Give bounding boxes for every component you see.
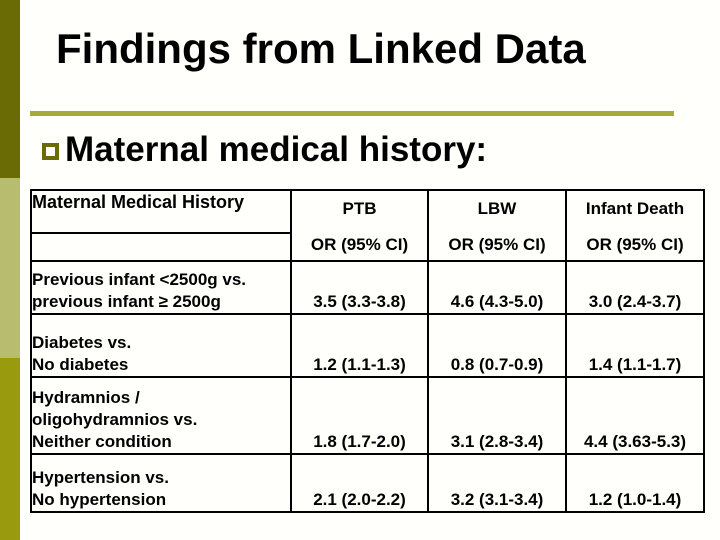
header-lbw-subheader: OR (95% CI) <box>448 235 546 254</box>
row-label-hydramnios: Hydramnios / oligohydramnios vs. Neither… <box>30 376 292 455</box>
value-ptb: 2.1 (2.0-2.2) <box>290 453 429 513</box>
value-ptb: 3.5 (3.3-3.8) <box>290 260 429 315</box>
row-label-line: previous infant ≥ 2500g <box>32 292 221 311</box>
bullet-label: Maternal medical history: <box>65 130 488 169</box>
value-infant-death: 1.4 (1.1-1.7) <box>565 313 705 378</box>
sidebar-segment-bottom <box>0 358 20 540</box>
value-lbw: 3.1 (2.8-3.4) <box>427 376 567 455</box>
row-label-hypertension: Hypertension vs. No hypertension <box>30 453 292 513</box>
slide-accent-sidebar <box>0 0 20 540</box>
header-ptb-label: PTB <box>342 199 377 218</box>
table-row: Diabetes vs. No diabetes 1.2 (1.1-1.3) 0… <box>30 313 705 378</box>
header-ptb-subheader: OR (95% CI) <box>310 235 409 254</box>
slide-title: Findings from Linked Data <box>56 25 586 72</box>
table-row: Hypertension vs. No hypertension 2.1 (2.… <box>30 453 705 513</box>
row-label-line: Diabetes vs. <box>32 333 132 352</box>
row-label-diabetes: Diabetes vs. No diabetes <box>30 313 292 378</box>
row-label-line: Previous infant <2500g vs. <box>32 270 247 289</box>
value-infant-death: 4.4 (3.63-5.3) <box>565 376 705 455</box>
row-label-line: Hydramnios / <box>32 388 140 407</box>
value-ptb: 1.8 (1.7-2.0) <box>290 376 429 455</box>
header-infant-death-label: Infant Death <box>585 199 685 218</box>
header-infant-death-subheader: OR (95% CI) <box>586 235 684 254</box>
row-label-previous-infant: Previous infant <2500g vs. previous infa… <box>30 260 292 315</box>
header-lbw-label: LBW <box>477 199 517 218</box>
title-divider-rule <box>30 111 674 116</box>
value-infant-death: 3.0 (2.4-3.7) <box>565 260 705 315</box>
value-lbw: 4.6 (4.3-5.0) <box>427 260 567 315</box>
sidebar-segment-middle <box>0 178 20 358</box>
table-header-row: Maternal Medical History PTB OR (95% CI)… <box>30 189 705 262</box>
header-lbw: LBW OR (95% CI) <box>427 189 567 262</box>
value-lbw: 3.2 (3.1-3.4) <box>427 453 567 513</box>
header-infant-death: Infant Death OR (95% CI) <box>565 189 705 262</box>
row-label-line: Neither condition <box>32 432 172 451</box>
row-label-line: No hypertension <box>32 490 167 509</box>
table-row: Hydramnios / oligohydramnios vs. Neither… <box>30 376 705 455</box>
row-label-line: No diabetes <box>32 355 129 374</box>
value-infant-death: 1.2 (1.0-1.4) <box>565 453 705 513</box>
value-ptb: 1.2 (1.1-1.3) <box>290 313 429 378</box>
header-empty-cell <box>30 232 292 262</box>
sidebar-segment-top <box>0 0 20 178</box>
row-label-line: oligohydramnios vs. <box>32 410 198 429</box>
value-lbw: 0.8 (0.7-0.9) <box>427 313 567 378</box>
odds-ratio-table: Maternal Medical History PTB OR (95% CI)… <box>30 189 705 513</box>
square-bullet-icon <box>42 142 59 160</box>
header-ptb: PTB OR (95% CI) <box>290 189 429 262</box>
header-maternal-medical-history: Maternal Medical History <box>30 189 292 234</box>
table-row: Previous infant <2500g vs. previous infa… <box>30 260 705 315</box>
table-header-spacer-row <box>30 232 704 262</box>
bullet-item: Maternal medical history: <box>42 132 487 168</box>
row-label-line: Hypertension vs. <box>32 468 169 487</box>
